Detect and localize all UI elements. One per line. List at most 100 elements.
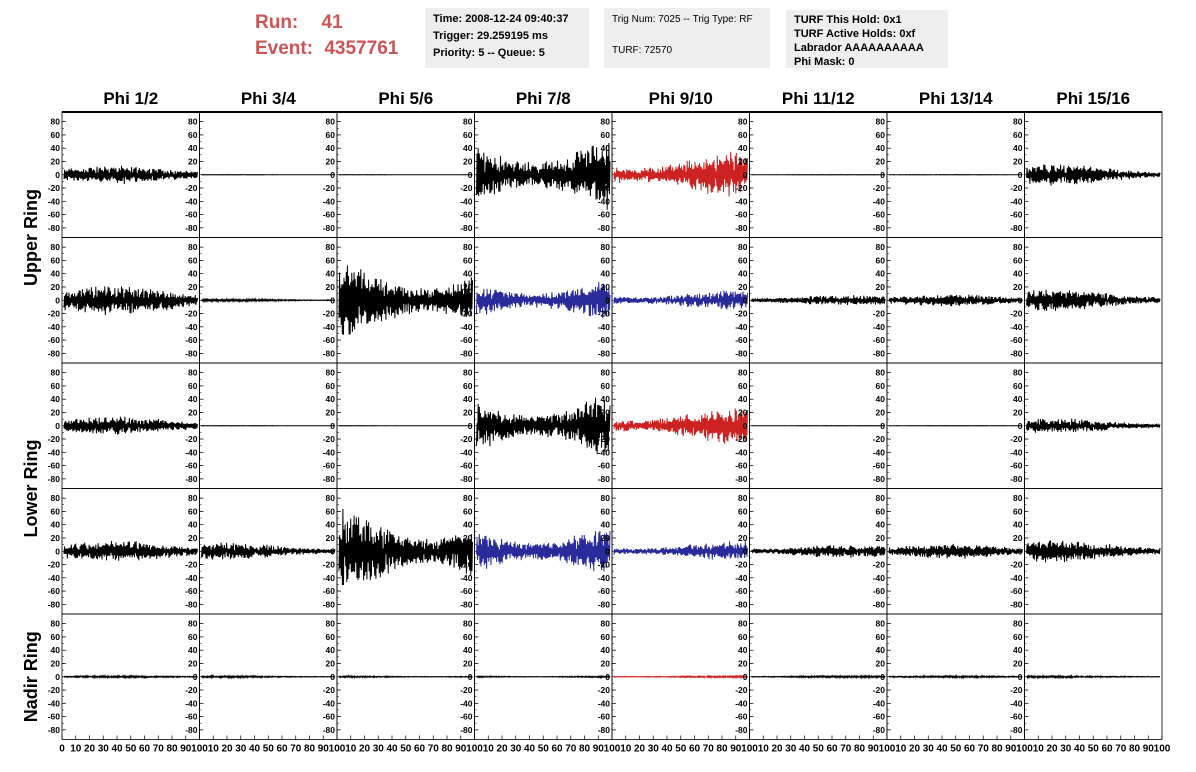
y-tick-label: 40 [326,520,336,530]
x-tick-label: 30 [510,744,522,755]
y-tick-label: -40 [1010,698,1023,708]
y-tick-label: -40 [185,196,198,206]
y-tick-label: -40 [48,196,61,206]
y-tick-label: -80 [873,474,886,484]
y-tick-label: -80 [48,348,61,358]
phi-column-label: Phi 9/10 [649,89,713,108]
y-tick-label: -80 [598,474,611,484]
x-tick-label: 60 [276,744,288,755]
y-tick-label: -40 [48,447,61,457]
y-tick-label: 0 [605,546,610,556]
y-tick-label: 20 [463,533,473,543]
y-tick-label: -20 [460,685,473,695]
x-tick-label: 20 [634,744,646,755]
y-tick-label: 60 [326,381,336,391]
y-tick-label: -40 [735,698,748,708]
y-tick-label: -40 [323,322,336,332]
y-tick-label: -60 [1010,586,1023,596]
y-tick-label: -80 [735,599,748,609]
waveform-panel: -80 -60 -40 -20 0 20 40 60 80 [185,488,338,615]
y-tick-label: 20 [51,407,61,417]
y-tick-label: -20 [1010,434,1023,444]
y-tick-label: 60 [463,130,473,140]
y-tick-label: 40 [876,645,886,655]
y-tick-label: -60 [873,712,886,722]
y-tick-label: 80 [1013,117,1023,127]
x-tick-label: 30 [785,744,797,755]
y-tick-label: -60 [598,586,611,596]
y-tick-label: 0 [55,421,60,431]
waveform-panel: -80 -60 -40 -20 0 20 40 60 80 [873,362,1025,489]
y-tick-label: -80 [323,223,336,233]
y-tick-label: 0 [880,672,885,682]
ring-label: Nadir Ring [21,631,41,722]
y-tick-label: 80 [188,117,198,127]
x-tick-label: 20 [1046,744,1058,755]
y-tick-label: -60 [460,586,473,596]
x-tick-label: 60 [964,744,976,755]
y-tick-label: -40 [598,196,611,206]
y-tick-label: 20 [601,658,611,668]
y-tick-label: -60 [460,712,473,722]
y-tick-label: 60 [876,130,886,140]
y-tick-label: -80 [1010,474,1023,484]
y-tick-label: 80 [738,117,748,127]
y-tick-label: -60 [48,461,61,471]
y-tick-label: -40 [1010,447,1023,457]
y-tick-label: 20 [876,282,886,292]
y-tick-label: 0 [330,546,335,556]
y-tick-label: 20 [1013,407,1023,417]
y-tick-label: -20 [735,434,748,444]
y-tick-label: 60 [463,632,473,642]
y-tick-label: -40 [873,322,886,332]
x-tick-label: 80 [304,744,316,755]
y-tick-label: 60 [51,130,61,140]
y-tick-label: 20 [188,156,198,166]
y-tick-label: -40 [185,447,198,457]
y-tick-label: -20 [735,309,748,319]
y-tick-label: -20 [1010,183,1023,193]
y-tick-label: 60 [1013,130,1023,140]
y-tick-label: 80 [51,368,61,378]
waveform-trace [63,540,198,561]
y-tick-label: 20 [601,407,611,417]
waveform-trace [201,173,336,176]
run-event-block: Run: 41 Event: 4357761 [255,10,398,62]
x-tick-label: 60 [826,744,838,755]
y-tick-label: 0 [880,295,885,305]
y-tick-label: 0 [55,295,60,305]
x-tick-label: 80 [991,744,1003,755]
waveform-panel: -80 -60 -40 -20 0 20 40 60 80 [1010,488,1163,615]
waveform-trace [613,541,748,560]
y-tick-label: -20 [598,560,611,570]
y-tick-label: 60 [188,381,198,391]
x-tick-label: 10 [895,744,907,755]
y-tick-label: -20 [48,685,61,695]
y-tick-label: 0 [743,421,748,431]
y-tick-label: 0 [1018,421,1023,431]
y-tick-label: -20 [323,183,336,193]
x-tick-label: 100 [1154,744,1171,755]
waveform-trace [751,545,886,558]
y-tick-label: -20 [873,685,886,695]
y-tick-label: 40 [738,394,748,404]
x-tick-label: 40 [386,744,398,755]
y-tick-label: -60 [185,586,198,596]
waveform-trace [1026,418,1161,433]
waveform-panel: -80 -60 -40 -20 0 20 40 60 80 [48,362,200,489]
y-tick-label: 40 [326,394,336,404]
y-tick-label: -80 [460,599,473,609]
y-tick-label: 40 [1013,143,1023,153]
y-tick-label: -80 [1010,725,1023,735]
x-tick-label: 20 [909,744,921,755]
waveform-trace [888,294,1023,307]
y-tick-label: -40 [873,573,886,583]
y-tick-label: -60 [323,461,336,471]
y-tick-label: 0 [193,546,198,556]
y-tick-label: 0 [468,672,473,682]
y-tick-label: 40 [1013,269,1023,279]
y-tick-label: -60 [185,335,198,345]
y-tick-label: -80 [323,474,336,484]
y-tick-label: -40 [1010,322,1023,332]
waveform-trace [1026,540,1161,563]
